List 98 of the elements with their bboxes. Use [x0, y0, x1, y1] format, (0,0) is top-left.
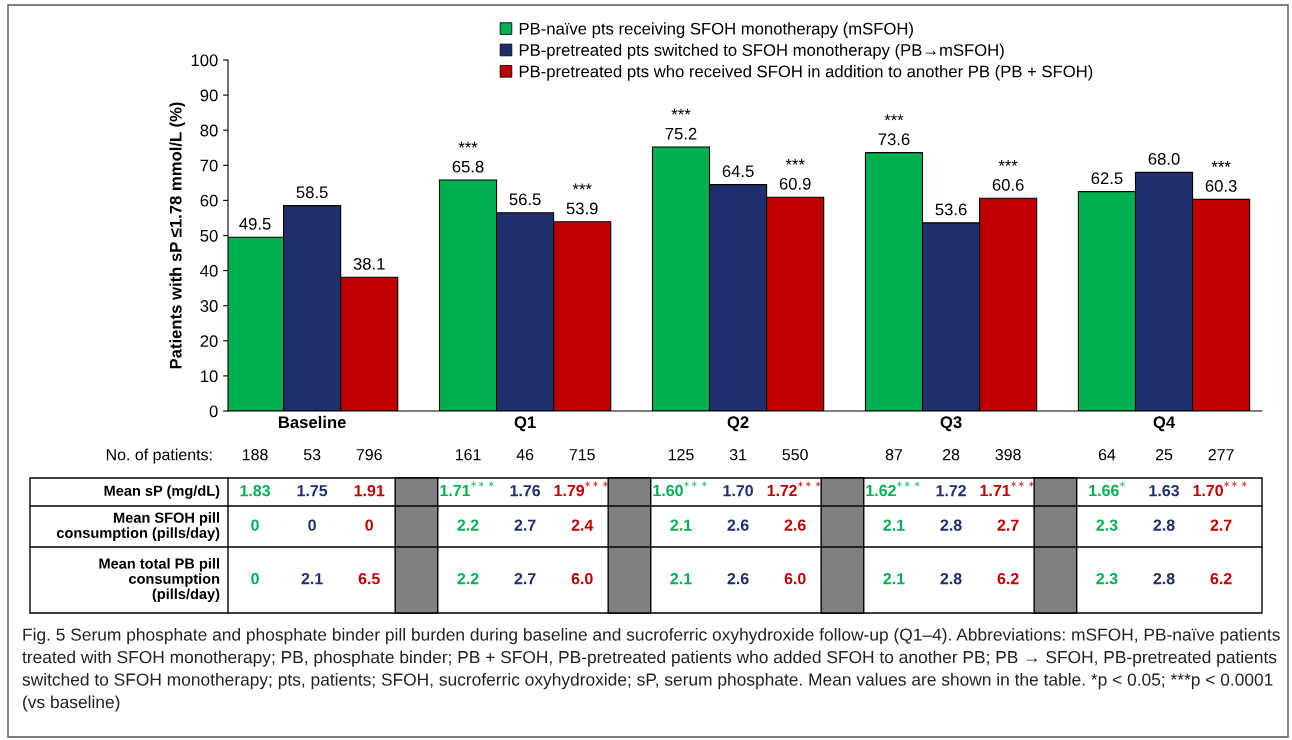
data-label: 68.0	[1148, 153, 1180, 165]
text: 2.1	[883, 572, 905, 585]
text: 1.75	[297, 485, 328, 497]
text: 46	[516, 448, 534, 461]
text: 28	[942, 448, 960, 461]
data-label: *** 60.6	[992, 160, 1024, 191]
text: 2.2	[457, 519, 479, 531]
text: 6.5	[358, 572, 380, 585]
text: 25	[1155, 448, 1173, 461]
y-tick-label: 0	[209, 405, 218, 418]
text: 0	[251, 519, 259, 531]
text: 1.83	[240, 484, 271, 497]
y-tick-label: 70	[200, 159, 218, 172]
text: 1.70$^{***}$	[1193, 481, 1247, 497]
data-label: 53.6	[935, 203, 967, 216]
text: 796	[356, 448, 382, 461]
data-label: *** 65.8	[452, 141, 484, 173]
text: 1.70	[723, 484, 753, 497]
text: 2.1	[670, 519, 692, 531]
y-tick-label: 80	[200, 124, 218, 137]
text: 2.1	[883, 519, 905, 531]
text: 1.72	[936, 484, 966, 497]
data-label: 62.5	[1091, 172, 1123, 185]
text: 2.8	[1153, 572, 1175, 585]
data-label: 64.5	[722, 165, 754, 178]
y-tick-label: 40	[200, 265, 218, 277]
x-tick-label: Q2	[727, 416, 749, 432]
text: 2.3	[1096, 519, 1118, 531]
text: 2.1	[670, 572, 692, 585]
data-label: *** 75.2	[665, 108, 697, 140]
y-tick-label: 50	[200, 229, 218, 242]
data-label: 56.5	[509, 193, 541, 206]
text: 87	[885, 448, 903, 461]
text: 1.62$^{***}$	[866, 481, 920, 497]
text: 0	[308, 519, 316, 531]
text: 1.63	[1149, 484, 1179, 497]
x-tick-label: Q3	[940, 416, 962, 432]
text: 1.79$^{***}$	[554, 481, 608, 497]
data-label: 58.5	[296, 186, 328, 199]
y-axis-title: Patients with sP ≤1.78 mmol/L (%)	[169, 102, 185, 369]
text: No. of patients:	[106, 448, 212, 464]
text: 2.4	[571, 519, 594, 531]
text: 64	[1098, 448, 1116, 461]
text: 6.0	[571, 572, 593, 585]
caption: Fig. 5 Serum phosphate and phosphate binder pill burden during baseline and sucroferric oxyhydroxide follow-up (Q1–4). Abbreviations: mSFOH, PB-naïve patients treated with SFOH monotherapy; PB, phosphate binder; PB + SFOH, PB-pretreated patients who added SFOH to another PB; PB → SFOH, PB-pretreated patients switched to SFOH monotherapy; pts, patients; SFOH, sucroferric oxyhydroxide; sP, serum phosphate. Mean values are shown in the table. *p < 0.05; ***p < 0.0001 (vs baseline)	[22, 628, 1280, 712]
y-tick-label: 20	[200, 335, 218, 347]
text: 2.7	[514, 519, 536, 531]
text: 2.2	[457, 572, 479, 585]
text: 1.66$^{*}$	[1089, 481, 1125, 497]
data-label: *** 73.6	[878, 114, 910, 146]
text: Mean total PB pill consumption (pills/day)	[99, 558, 220, 602]
x-tick-label: Baseline	[278, 415, 346, 429]
text: Mean sP (mg/dL)	[104, 485, 220, 499]
text: Mean SFOH pill consumption (pills/day)	[56, 512, 220, 541]
x-tick-label: Q1	[514, 416, 536, 432]
text: 398	[995, 448, 1021, 461]
text: 2.3	[1096, 572, 1118, 585]
legend-label: PB-pretreated pts switched to SFOH monotherapy (PB→mSFOH)	[519, 43, 1004, 60]
legend-label: PB-pretreated pts who received SFOH in addition to another PB (PB + SFOH)	[519, 65, 1093, 81]
data-label: *** 60.3	[1205, 161, 1237, 192]
data-label: *** 53.9	[566, 183, 598, 215]
text: 53	[303, 448, 321, 461]
y-tick-label: 90	[200, 89, 218, 102]
y-tick-label: 100	[191, 54, 218, 67]
text: 2.7	[1210, 519, 1232, 531]
text: 715	[569, 449, 595, 461]
text: 550	[782, 448, 808, 461]
text: 0	[365, 519, 373, 531]
text: 161	[455, 448, 481, 461]
y-tick-label: 30	[200, 300, 218, 312]
text: 277	[1208, 448, 1234, 461]
text: 188	[242, 448, 268, 461]
text: 6.0	[784, 572, 806, 585]
text: 2.8	[940, 519, 962, 531]
text: 2.7	[514, 572, 536, 585]
data-label: 49.5	[239, 217, 271, 230]
text: 0	[251, 572, 259, 585]
y-tick-label: 10	[201, 370, 218, 383]
text: 1.91	[354, 484, 385, 497]
text: 2.8	[1153, 519, 1175, 531]
data-label: *** 60.9	[779, 158, 811, 190]
text: 6.2	[997, 572, 1019, 585]
text: 2.6	[784, 519, 806, 531]
text: 125	[668, 448, 694, 461]
text: 1.76	[510, 484, 541, 497]
text: 6.2	[1210, 572, 1232, 585]
legend-label: PB-naïve pts receiving SFOH monotherapy (mSFOH)	[519, 22, 913, 38]
x-tick-label: Q4	[1153, 416, 1176, 432]
text: 2.8	[940, 572, 962, 585]
y-tick-label: 60	[200, 194, 218, 207]
text: 31	[729, 448, 747, 461]
data-label: 38.1	[353, 257, 385, 270]
text: 1.71$^{***}$	[440, 481, 494, 497]
text: 2.1	[301, 572, 323, 585]
text: 2.6	[727, 572, 749, 585]
text: 1.60$^{***}$	[653, 481, 707, 497]
text: 2.6	[727, 519, 749, 531]
text: 2.7	[997, 519, 1019, 531]
